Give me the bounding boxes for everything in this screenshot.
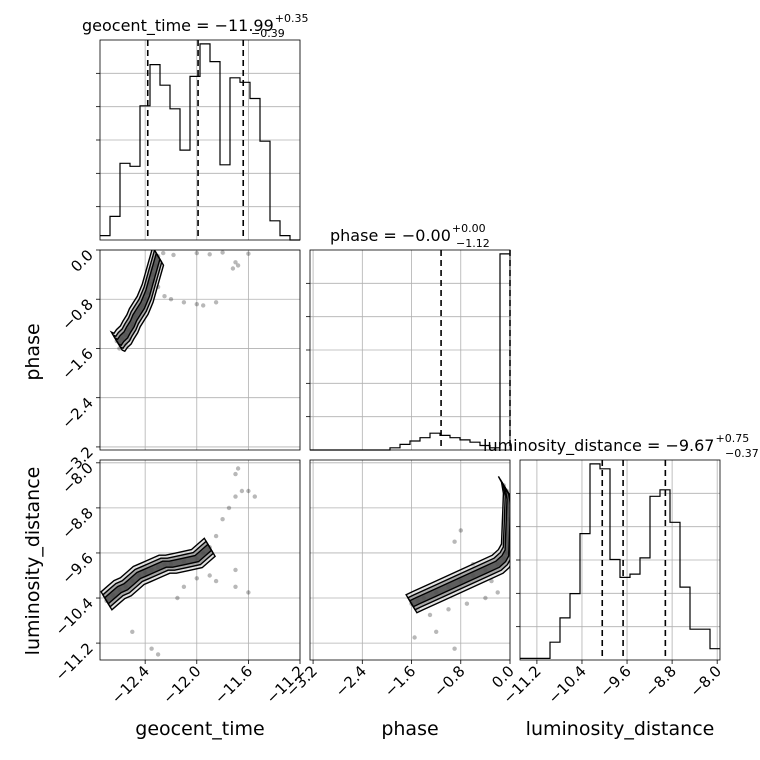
scatter-point-geocent-time-vs-luminosity-distance-26 bbox=[207, 573, 212, 578]
panel-frame-phase-vs-luminosity-distance bbox=[309, 459, 511, 661]
title-geocent-time-plus: +0.35 bbox=[275, 12, 309, 25]
scatter-point-geocent-time-vs-luminosity-distance-32 bbox=[130, 629, 135, 634]
scatter-point-geocent-time-vs-luminosity-distance-28 bbox=[233, 584, 238, 589]
panel-bg-geocent-time-vs-phase bbox=[100, 250, 300, 450]
scatter-point-phase-vs-luminosity-distance-26 bbox=[452, 646, 457, 651]
title-phase-plus: +0.00 bbox=[452, 222, 486, 235]
tick-label-y-phase-4: 0.0 bbox=[67, 246, 97, 276]
scatter-point-geocent-time-vs-luminosity-distance-22 bbox=[235, 466, 241, 471]
xlabel-geocent-time: geocent_time bbox=[135, 718, 264, 740]
panel-frame-geocent-time-vs-phase bbox=[99, 249, 301, 451]
scatter-point-geocent-time-vs-phase-21 bbox=[162, 294, 167, 299]
tick-label-x-geocent-time-0: −12.4 bbox=[108, 662, 153, 707]
xlabel-luminosity-distance: luminosity_distance bbox=[526, 718, 715, 740]
scatter-point-phase-vs-luminosity-distance-16 bbox=[446, 607, 451, 612]
panel-bg-phase-vs-luminosity-distance bbox=[310, 460, 510, 660]
tick-label-x-phase-1: −2.4 bbox=[332, 662, 370, 700]
tick-label-y-phase-2: −1.6 bbox=[58, 345, 96, 383]
scatter-point-geocent-time-vs-phase-36 bbox=[207, 252, 212, 257]
title-geocent-time-label: geocent_time = −11.99 bbox=[82, 16, 274, 36]
tick-label-y-luminosity-distance-1: −10.4 bbox=[52, 594, 97, 639]
contour-geocent-time-vs-luminosity-distance-2 bbox=[103, 543, 213, 605]
scatter-point-geocent-time-vs-luminosity-distance-30 bbox=[155, 652, 161, 657]
scatter-point-geocent-time-vs-luminosity-distance-33 bbox=[233, 567, 238, 573]
tick-label-x-phase-3: −0.8 bbox=[430, 662, 468, 700]
scatter-point-geocent-time-vs-luminosity-distance-21 bbox=[252, 494, 257, 499]
scatter-point-geocent-time-vs-luminosity-distance-24 bbox=[181, 584, 187, 589]
tick-label-x-luminosity-distance-3: −8.8 bbox=[641, 662, 679, 700]
scatter-point-phase-vs-luminosity-distance-18 bbox=[483, 595, 488, 601]
tick-label-x-phase-2: −1.6 bbox=[381, 662, 419, 700]
ylabel-phase: phase bbox=[22, 323, 44, 380]
scatter-point-geocent-time-vs-luminosity-distance-18 bbox=[233, 494, 238, 499]
tick-label-y-phase-3: −0.8 bbox=[58, 295, 96, 333]
title-geocent-time-minus: −0.39 bbox=[251, 27, 285, 40]
scatter-point-geocent-time-vs-phase-27 bbox=[230, 266, 236, 271]
title-luminosity-distance: luminosity_distance = −9.67+0.75 −0.37 bbox=[483, 432, 759, 460]
tick-label-x-geocent-time-2: −11.6 bbox=[211, 662, 256, 707]
scatter-point-geocent-time-vs-luminosity-distance-29 bbox=[246, 590, 251, 595]
scatter-point-geocent-time-vs-phase-34 bbox=[171, 252, 176, 258]
title-luminosity-distance-label: luminosity_distance = −9.67 bbox=[483, 436, 714, 456]
tick-label-x-luminosity-distance-1: −10.4 bbox=[545, 662, 590, 707]
title-phase: phase = −0.00+0.00 −1.12 bbox=[330, 222, 490, 250]
scatter-point-geocent-time-vs-phase-23 bbox=[181, 300, 187, 305]
scatter-point-geocent-time-vs-luminosity-distance-25 bbox=[175, 595, 180, 601]
scatter-point-geocent-time-vs-luminosity-distance-34 bbox=[194, 576, 199, 581]
tick-label-y-luminosity-distance-2: −9.6 bbox=[58, 549, 96, 587]
density-phase-vs-luminosity-distance bbox=[405, 476, 510, 651]
scatter-point-geocent-time-vs-phase-35 bbox=[194, 250, 199, 256]
scatter-point-phase-vs-luminosity-distance-21 bbox=[452, 539, 457, 544]
tick-label-y-phase-1: −2.4 bbox=[58, 394, 96, 432]
scatter-point-phase-vs-luminosity-distance-25 bbox=[434, 629, 439, 634]
scatter-point-phase-vs-luminosity-distance-17 bbox=[464, 601, 470, 606]
tick-label-x-luminosity-distance-4: −8.0 bbox=[687, 662, 725, 700]
scatter-point-phase-vs-luminosity-distance-22 bbox=[458, 528, 463, 533]
scatter-point-phase-vs-luminosity-distance-19 bbox=[495, 590, 500, 595]
scatter-point-phase-vs-luminosity-distance-15 bbox=[427, 612, 433, 618]
title-luminosity-distance-plus: +0.75 bbox=[715, 432, 749, 445]
scatter-point-geocent-time-vs-luminosity-distance-19 bbox=[239, 488, 245, 494]
title-phase-label: phase = −0.00 bbox=[330, 226, 451, 245]
ylabel-luminosity-distance: luminosity_distance bbox=[22, 467, 44, 656]
panel-data bbox=[100, 40, 720, 660]
contour-geocent-time-vs-phase-2 bbox=[113, 251, 161, 347]
density-geocent-time-vs-luminosity-distance bbox=[100, 466, 257, 657]
scatter-point-geocent-time-vs-phase-25 bbox=[201, 303, 206, 308]
tick-label-y-luminosity-distance-3: −8.8 bbox=[58, 504, 96, 542]
title-luminosity-distance-minus: −0.37 bbox=[725, 447, 759, 460]
scatter-point-geocent-time-vs-luminosity-distance-31 bbox=[149, 646, 154, 651]
scatter-point-geocent-time-vs-phase-33 bbox=[161, 250, 166, 256]
title-geocent-time: geocent_time = −11.99+0.35 −0.39 bbox=[82, 12, 309, 40]
scatter-point-geocent-time-vs-phase-28 bbox=[233, 260, 238, 265]
hist-luminosity-distance bbox=[520, 463, 720, 659]
scatter-point-geocent-time-vs-luminosity-distance-16 bbox=[220, 517, 225, 522]
contour-phase-vs-luminosity-distance-2 bbox=[408, 482, 510, 608]
xlabel-phase: phase bbox=[381, 718, 438, 740]
scatter-point-geocent-time-vs-luminosity-distance-27 bbox=[213, 578, 219, 584]
panel-frame-geocent-time-vs-luminosity-distance bbox=[99, 459, 301, 661]
scatter-point-geocent-time-vs-phase-37 bbox=[220, 250, 225, 255]
tick-label-x-luminosity-distance-2: −9.6 bbox=[596, 662, 634, 700]
tick-label-x-geocent-time-1: −12.0 bbox=[159, 662, 204, 707]
scatter-point-geocent-time-vs-luminosity-distance-20 bbox=[246, 488, 251, 494]
scatter-point-geocent-time-vs-phase-26 bbox=[213, 300, 219, 305]
scatter-point-geocent-time-vs-luminosity-distance-17 bbox=[226, 505, 232, 511]
hist-geocent-time bbox=[100, 43, 300, 241]
scatter-point-geocent-time-vs-phase-24 bbox=[194, 302, 199, 307]
scatter-point-phase-vs-luminosity-distance-27 bbox=[489, 578, 494, 584]
scatter-point-geocent-time-vs-phase-38 bbox=[246, 251, 251, 256]
scatter-point-geocent-time-vs-luminosity-distance-15 bbox=[213, 533, 219, 539]
scatter-point-geocent-time-vs-phase-22 bbox=[168, 297, 174, 302]
title-phase-minus: −1.12 bbox=[456, 237, 490, 250]
density-geocent-time-vs-phase bbox=[109, 250, 251, 353]
scatter-point-geocent-time-vs-luminosity-distance-23 bbox=[233, 471, 238, 477]
scatter-point-phase-vs-luminosity-distance-24 bbox=[412, 635, 417, 640]
tick-label-y-luminosity-distance-0: −11.2 bbox=[52, 639, 97, 684]
scatter-point-geocent-time-vs-phase-29 bbox=[235, 263, 241, 268]
